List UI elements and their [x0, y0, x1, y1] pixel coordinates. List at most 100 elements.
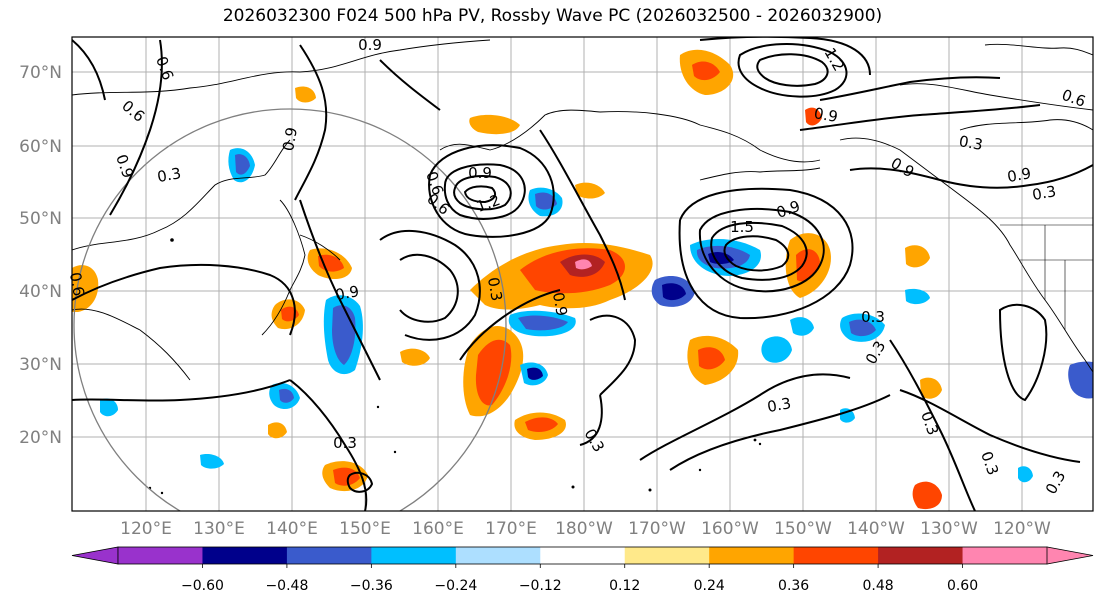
positive-anomaly-blob	[679, 49, 734, 95]
positive-anomaly-blob	[687, 335, 739, 385]
latitude-label: 40°N	[19, 282, 62, 302]
positive-anomaly-blob	[469, 114, 520, 135]
contour-value-label: 0.9	[468, 164, 492, 182]
negative-anomaly-blob	[508, 310, 576, 337]
colorbar-tick-label: 0.48	[863, 578, 894, 594]
longitude-label: 160°W	[701, 519, 759, 539]
contour-value-label: 0.3	[766, 394, 793, 416]
negative-anomaly-blob	[228, 148, 255, 183]
longitude-label: 170°E	[485, 519, 537, 539]
contour-value-label: 1.5	[730, 218, 754, 236]
latitude-label: 50°N	[19, 209, 62, 229]
positive-anomaly-blob	[912, 481, 942, 510]
coastlines	[72, 39, 1093, 381]
colorbar-segment	[118, 547, 203, 564]
longitude-label: 130°W	[920, 519, 978, 539]
colorbar-tick-label: −0.36	[350, 578, 393, 594]
negative-anomaly-blob	[100, 398, 118, 417]
longitude-label: 180°W	[555, 519, 613, 539]
negative-anomaly-blob	[269, 382, 300, 410]
latitude-label: 30°N	[19, 355, 62, 375]
negative-anomaly-blob	[200, 454, 224, 469]
contour-value-label: 0.9	[334, 282, 361, 304]
positive-anomaly-blob	[295, 86, 316, 103]
contour-value-label: 0.3	[484, 276, 506, 303]
positive-anomaly-blob	[920, 377, 942, 399]
longitude-label: 150°W	[774, 519, 832, 539]
negative-anomaly-blob	[651, 276, 695, 307]
contour-value-label: 0.3	[861, 308, 885, 326]
colorbar-segment	[624, 547, 710, 564]
contour-value-label: 0.9	[1006, 164, 1033, 186]
contour-value-label: 0.9	[358, 36, 382, 54]
colorbar-segment	[455, 547, 541, 564]
longitude-label: 130°E	[193, 519, 245, 539]
colorbar-segment	[793, 547, 879, 564]
colorbar-segment	[878, 547, 964, 564]
positive-anomaly-blob	[72, 265, 99, 312]
colorbar-segment	[540, 547, 626, 564]
negative-anomaly-blob	[761, 336, 792, 363]
positive-anomaly-blob	[470, 243, 653, 310]
contour-value-label: 0.9	[549, 291, 571, 318]
longitude-label: 160°E	[412, 519, 464, 539]
political-borders	[1000, 224, 1093, 330]
colorbar-tick-label: 0.12	[609, 578, 640, 594]
colorbar-segment	[709, 547, 795, 564]
contour-value-label: 0.3	[958, 132, 985, 154]
map-title: 2026032300 F024 500 hPa PV, Rossby Wave …	[222, 6, 883, 26]
colorbar-min-extend	[71, 546, 119, 565]
negative-anomaly-blob	[840, 313, 885, 342]
longitude-label: 140°E	[266, 519, 318, 539]
longitude-axis: 120°E 130°E 140°E 150°E 160°E 170°E 180°W 170°W…	[120, 519, 1051, 539]
colorbar-tick-label: −0.48	[265, 578, 308, 594]
longitude-label: 170°W	[628, 519, 686, 539]
colorbar-tick-label: 0.24	[694, 578, 725, 594]
latitude-label: 20°N	[19, 428, 62, 448]
colorbar: −0.60 −0.48 −0.36 −0.24 −0.12 0.12 0.24 0.36 0.4…	[71, 546, 1094, 594]
positive-anomaly-blob	[268, 422, 287, 439]
longitude-label: 120°W	[993, 519, 1051, 539]
colorbar-segment	[202, 547, 288, 564]
negative-anomaly-blob	[1068, 361, 1093, 399]
gridlines	[72, 37, 1093, 511]
colorbar-border	[117, 546, 1048, 565]
positive-anomaly-blob	[905, 245, 930, 268]
negative-anomaly-blob	[520, 362, 548, 386]
colorbar-max-extend	[1046, 546, 1094, 565]
colorbar-segment	[371, 547, 457, 564]
positive-anomaly-blob	[805, 107, 822, 126]
contour-value-label: 0.9	[813, 104, 840, 126]
contour-value-label: 0.9	[279, 126, 301, 153]
latitude-label: 60°N	[19, 137, 62, 157]
contour-value-label: 0.6	[66, 271, 88, 298]
contour-value-label: 0.3	[1031, 182, 1058, 204]
positive-anomaly-blob	[463, 325, 524, 417]
reference-circle	[73, 108, 507, 511]
positive-anomaly-blob	[322, 461, 368, 492]
positive-anomaly-blob	[514, 412, 566, 440]
longitude-label: 150°E	[339, 519, 391, 539]
colorbar-segment	[962, 547, 1048, 564]
colorbar-tick-label: 0.60	[947, 578, 978, 594]
latitude-label: 70°N	[19, 63, 62, 83]
pv-anomaly-shading	[72, 49, 1093, 510]
longitude-label: 140°W	[847, 519, 905, 539]
negative-anomaly-blob	[1018, 466, 1033, 483]
colorbar-tick-label: −0.24	[434, 578, 477, 594]
islands	[148, 238, 762, 495]
colorbar-tick-label: −0.12	[519, 578, 562, 594]
pv-contours	[72, 37, 1093, 511]
positive-anomaly-blob	[575, 182, 605, 199]
longitude-label: 120°E	[120, 519, 172, 539]
colorbar-tick-label: 0.36	[778, 578, 809, 594]
negative-anomaly-blob	[905, 288, 930, 305]
colorbar-segment	[286, 547, 372, 564]
positive-anomaly-blob	[400, 348, 430, 366]
contour-value-label: 0.3	[156, 164, 183, 186]
negative-anomaly-blob	[790, 317, 814, 336]
latitude-axis: 70°N 60°N 50°N 40°N 30°N 20°N	[19, 63, 62, 448]
colorbar-tick-label: −0.60	[181, 578, 224, 594]
plot-border	[71, 36, 1094, 512]
